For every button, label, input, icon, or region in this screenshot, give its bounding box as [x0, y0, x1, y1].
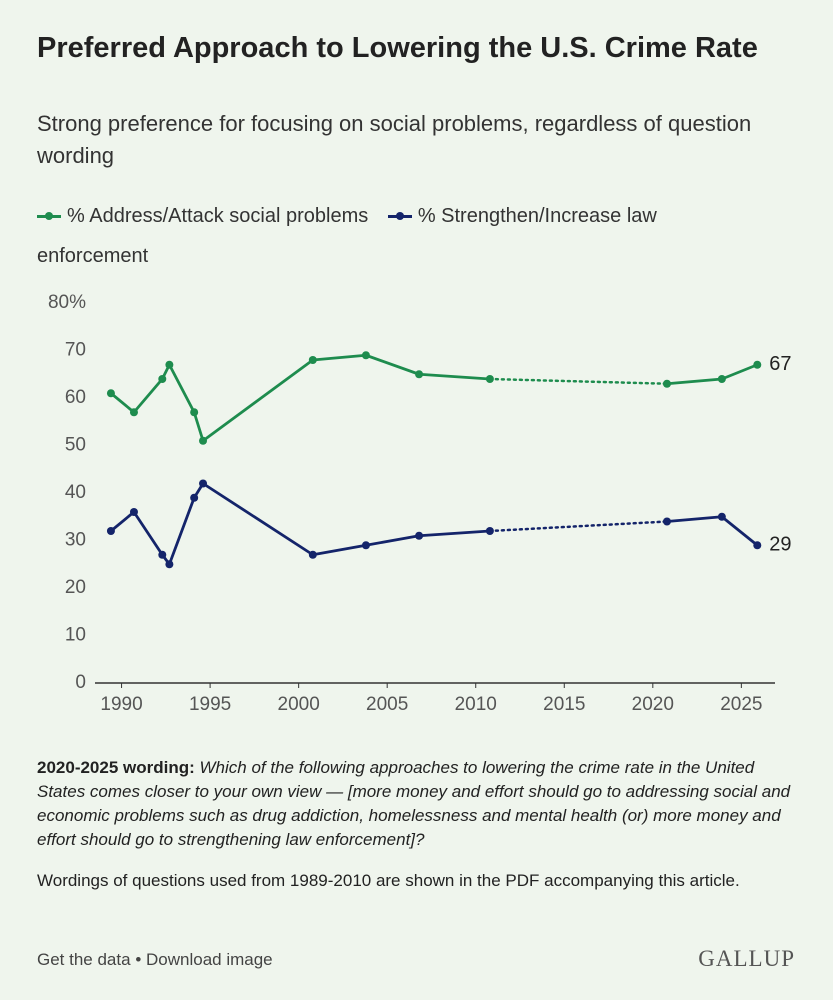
x-tick-label: 2010	[455, 694, 497, 715]
point	[190, 493, 199, 502]
x-tick-label: 2015	[543, 694, 585, 715]
point	[199, 479, 208, 488]
legend-swatch	[37, 212, 61, 221]
link[interactable]: Get the data	[37, 950, 131, 969]
point	[662, 379, 671, 388]
point	[158, 550, 167, 559]
line-segment	[201, 482, 315, 557]
x-tick-label: 2000	[278, 694, 320, 715]
point	[165, 560, 174, 569]
line-segment	[132, 510, 164, 557]
line-segment	[132, 377, 164, 414]
line-segment	[109, 510, 136, 533]
y-tick-label: 10	[65, 625, 86, 646]
x-tick-label: 1990	[100, 694, 142, 715]
link[interactable]: Download image	[146, 950, 273, 969]
line-segment	[720, 515, 759, 547]
line-segment	[192, 410, 205, 443]
note: Wordings of questions used from 1989-201…	[37, 871, 740, 890]
line-segment	[109, 391, 136, 414]
chart-title: Preferred Approach to Lowering the U.S. …	[37, 32, 758, 64]
y-tick-label: 0	[75, 672, 86, 693]
x-tick-label: 2005	[366, 694, 408, 715]
series-line	[109, 482, 759, 566]
point	[662, 517, 671, 526]
series-line	[109, 353, 759, 443]
y-tick-label: 40	[65, 482, 86, 503]
legend-item: % Address/Attack social problems	[37, 205, 368, 227]
legend-swatch	[387, 212, 412, 221]
point	[165, 360, 174, 369]
point	[485, 375, 494, 383]
chart: 0 10 20 30 40 50 60 70 80% 1990 1995 2000 2005 2010 20…	[48, 292, 792, 715]
y-tick-label: 50	[65, 435, 86, 456]
point	[717, 375, 726, 383]
line-segment	[720, 363, 759, 381]
y-tick-label: 20	[65, 577, 86, 598]
point	[308, 356, 317, 364]
point	[106, 527, 115, 535]
line-segment	[311, 353, 368, 362]
series-path	[111, 355, 757, 441]
line-segment	[167, 363, 196, 414]
legend-label: % Address/Attack social problems	[67, 205, 369, 227]
point	[415, 531, 424, 540]
point	[361, 351, 370, 360]
chart-subtitle: Strong preference for focusing on social…	[37, 111, 752, 168]
y-tick-label: 80%	[48, 292, 86, 313]
notes: 2020-2025 wording: Which of the followin…	[37, 756, 797, 910]
note: 2020-2025 wording: Which of the followin…	[37, 756, 797, 852]
x-tick-label: 1995	[189, 694, 231, 715]
line-segment	[201, 358, 315, 443]
note-label: 2020-2025 wording:	[37, 758, 195, 777]
line-segment	[665, 515, 724, 523]
point	[753, 360, 762, 369]
brand-logo: GALLUP	[698, 946, 795, 971]
line-gap-segment	[488, 377, 669, 385]
point	[717, 512, 726, 521]
y-tick-label: 60	[65, 387, 86, 408]
y-tick-label: 30	[65, 530, 86, 551]
line-segment	[417, 372, 492, 381]
x-tick-label: 2025	[720, 694, 762, 715]
point	[129, 508, 138, 516]
series-path	[111, 484, 757, 565]
point	[753, 541, 762, 550]
end-label: 67	[769, 353, 791, 375]
footer: Get the data • Download image	[37, 950, 273, 970]
point	[361, 541, 370, 550]
point	[106, 389, 115, 398]
legend-item: % Strengthen/Increase law enforcement	[37, 205, 657, 267]
x-tick-label: 2020	[632, 694, 674, 715]
line-segment	[417, 529, 492, 538]
separator: •	[135, 950, 142, 969]
y-tick-label: 70	[65, 340, 86, 361]
line-gap-segment	[488, 520, 669, 533]
end-label: 29	[769, 534, 791, 556]
point	[485, 527, 494, 535]
point	[158, 375, 167, 383]
line-segment	[665, 377, 724, 386]
point	[415, 370, 424, 379]
point	[129, 408, 138, 417]
line-segment	[167, 496, 196, 566]
point	[199, 436, 208, 445]
line-segment	[364, 534, 421, 547]
line-segment	[311, 543, 368, 557]
note-text: Which of the following approaches to low…	[37, 758, 791, 849]
legend-label: % Strengthen/Increase law enforcement	[37, 205, 657, 267]
point	[190, 408, 199, 417]
line-segment	[364, 353, 421, 376]
point	[308, 550, 317, 559]
legend: % Address/Attack social problems % Stren…	[37, 196, 777, 276]
